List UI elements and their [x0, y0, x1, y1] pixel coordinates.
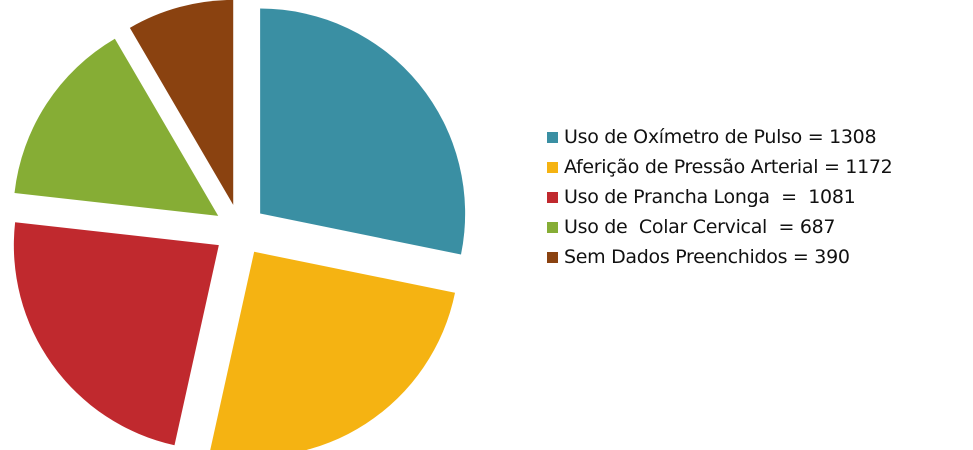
legend-label: Uso de Oxímetro de Pulso = 1308 — [564, 126, 877, 148]
legend-swatch — [547, 221, 558, 233]
legend-item: Sem Dados Preenchidos = 390 — [547, 246, 892, 268]
pie-slice — [13, 222, 219, 446]
legend-item: Uso de Colar Cervical = 687 — [547, 216, 892, 238]
legend-item: Aferição de Pressão Arterial = 1172 — [547, 156, 893, 178]
legend-label: Aferição de Pressão Arterial = 1172 — [564, 156, 893, 178]
legend-label: Sem Dados Preenchidos = 390 — [564, 246, 850, 268]
legend-swatch — [547, 161, 558, 173]
legend-label: Uso de Colar Cervical = 687 — [564, 216, 836, 238]
pie-slice — [260, 8, 466, 255]
legend-label: Uso de Prancha Longa = 1081 — [564, 186, 856, 208]
pie-slice — [14, 38, 219, 216]
pie-plot-area — [13, 0, 466, 450]
legend-swatch — [547, 191, 558, 203]
legend-swatch — [547, 251, 558, 263]
legend-swatch — [547, 131, 558, 143]
pie-slice — [129, 0, 234, 205]
legend: Uso de Oxímetro de Pulso = 1308 Aferição… — [547, 126, 893, 277]
legend-item: Uso de Oxímetro de Pulso = 1308 — [547, 126, 892, 148]
pie-slice — [210, 251, 456, 450]
legend-item: Uso de Prancha Longa = 1081 — [547, 186, 892, 208]
